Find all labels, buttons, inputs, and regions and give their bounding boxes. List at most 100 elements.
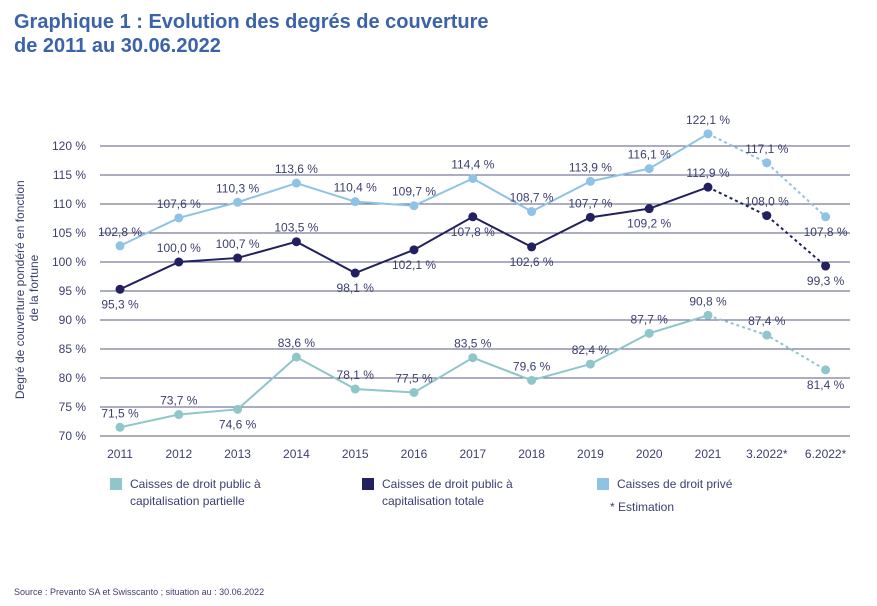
data-label: 109,7 %	[392, 185, 436, 199]
legend-label-prive: Caisses de droit privé	[617, 477, 733, 491]
data-point	[409, 388, 419, 397]
data-point	[350, 197, 360, 207]
data-label: 90,8 %	[689, 294, 727, 308]
data-point	[291, 352, 301, 362]
data-label: 117,1 %	[745, 142, 788, 156]
data-point	[585, 212, 595, 222]
data-label: 102,8 %	[98, 225, 142, 239]
data-point	[291, 178, 301, 188]
data-label: 73,7 %	[160, 394, 198, 408]
x-tick-label: 2017	[459, 447, 486, 461]
y-tick-label: 95 %	[59, 284, 87, 298]
data-point	[821, 212, 831, 222]
data-point	[644, 164, 654, 174]
data-label: 82,4 %	[572, 343, 610, 357]
data-label: 107,8 %	[804, 225, 848, 239]
data-label: 107,8 %	[451, 225, 495, 239]
series-group: 71,5 % 73,7 % 74,6 % 83,6 % 78,1 % 77,5 % 83,5…	[98, 113, 848, 432]
y-tick-label: 70 %	[59, 429, 87, 443]
data-point	[821, 261, 831, 271]
series-1: 95,3 % 100,0 % 100,7 % 103,5 % 98,1 % 102,1 %…	[101, 166, 844, 311]
data-label: 112,9 %	[686, 166, 729, 180]
data-label: 102,1 %	[392, 258, 436, 272]
data-label: 81,4 %	[807, 378, 845, 392]
data-label: 113,9 %	[569, 160, 612, 174]
x-tick-label: 2011	[107, 447, 133, 461]
series-line-estimated	[707, 186, 827, 267]
data-point	[409, 245, 419, 255]
y-tick-label: 85 %	[59, 342, 87, 356]
y-tick-label: 75 %	[59, 400, 87, 414]
x-tick-label: 2012	[165, 447, 192, 461]
data-point	[174, 410, 184, 420]
grid-lines	[100, 145, 850, 437]
legend-label-totale: Caisses de droit public à capitalisation…	[382, 477, 513, 508]
data-label: 74,6 %	[219, 417, 257, 431]
data-point	[115, 422, 125, 432]
y-axis-label-line-2: de la fortune	[27, 254, 41, 321]
data-point	[350, 384, 360, 394]
y-axis-label: Degré de couverture pondéré en fonction …	[13, 177, 41, 399]
x-tick-label: 2019	[577, 447, 604, 461]
data-label: 71,5 %	[101, 406, 139, 420]
data-label: 109,2 %	[627, 217, 671, 231]
data-point	[233, 404, 243, 414]
data-point	[527, 242, 537, 252]
legend-swatch-partielle	[110, 478, 122, 490]
data-label: 100,0 %	[157, 241, 201, 255]
data-point	[585, 359, 595, 369]
data-label: 116,1 %	[628, 148, 671, 162]
data-point	[468, 353, 478, 363]
data-point	[821, 365, 831, 375]
data-point	[174, 213, 184, 223]
data-label: 107,6 %	[157, 197, 201, 211]
data-point	[233, 197, 243, 207]
y-tick-label: 110 %	[53, 197, 86, 211]
data-label: 103,5 %	[274, 221, 318, 235]
data-label: 113,6 %	[275, 162, 318, 176]
chart-title-line-2: de 2011 au 30.06.2022	[14, 35, 221, 57]
data-point	[762, 211, 772, 221]
data-point	[468, 173, 478, 183]
y-tick-label: 105 %	[52, 226, 86, 240]
x-tick-label: 3.2022*	[746, 447, 788, 461]
data-label: 108,0 %	[745, 195, 789, 209]
legend-label-partielle: Caisses de droit public à capitalisation…	[130, 477, 261, 508]
data-label: 79,6 %	[513, 359, 551, 373]
x-tick-label: 2015	[342, 447, 369, 461]
data-label: 102,6 %	[510, 255, 554, 269]
data-label: 100,7 %	[216, 237, 260, 251]
data-label: 107,7 %	[568, 196, 612, 210]
x-tick-label: 6.2022*	[805, 447, 847, 461]
y-axis-ticks: 70 % 75 % 80 % 85 % 90 % 95 % 100 % 105 % 110 % 1…	[52, 139, 86, 443]
legend-item-totale: Caisses de droit public à capitalisation…	[362, 476, 532, 510]
legend-swatch-prive	[597, 478, 609, 490]
x-tick-label: 2018	[518, 447, 545, 461]
data-point	[762, 158, 772, 168]
data-label: 99,3 %	[807, 274, 845, 288]
x-tick-label: 2016	[401, 447, 428, 461]
legend-item-prive: Caisses de droit privé	[597, 476, 767, 493]
data-point	[703, 310, 713, 320]
data-point	[409, 201, 419, 211]
data-point	[291, 237, 301, 247]
data-label: 95,3 %	[101, 297, 139, 311]
x-axis-ticks: 2011 2012 2013 2014 2015 2016 2017 2018 2019 2020…	[107, 447, 847, 461]
data-label: 83,6 %	[278, 336, 316, 350]
y-tick-label: 90 %	[59, 313, 87, 327]
data-point	[115, 284, 125, 294]
data-label: 83,5 %	[454, 337, 492, 351]
data-point	[585, 176, 595, 186]
legend-item-partielle: Caisses de droit public à capitalisation…	[110, 476, 280, 510]
data-point	[762, 330, 772, 340]
data-label: 87,7 %	[631, 312, 669, 326]
data-point	[644, 328, 654, 338]
data-point	[174, 257, 184, 267]
data-label: 110,3 %	[216, 181, 259, 195]
data-label: 78,1 %	[337, 368, 375, 382]
data-point	[527, 207, 537, 217]
data-point	[115, 241, 125, 251]
source-note: Source : Prevanto SA et Swisscanto ; sit…	[14, 587, 265, 597]
data-point	[644, 204, 654, 214]
y-axis-label-line-1: Degré de couverture pondéré en fonction	[13, 180, 27, 399]
